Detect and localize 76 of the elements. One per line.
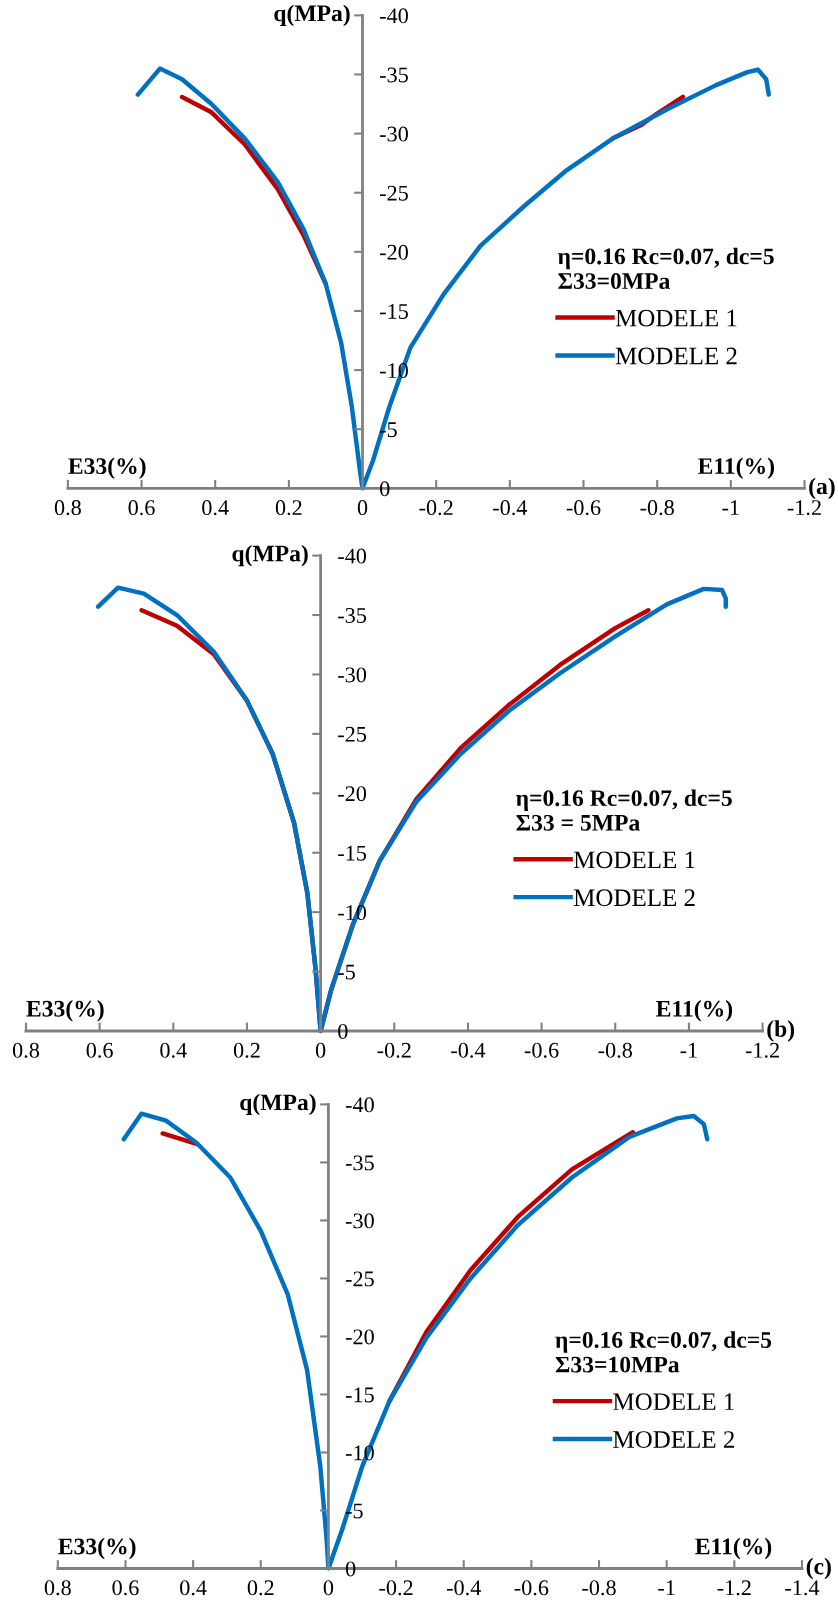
y-tick-label: -35 (380, 67, 408, 83)
legend-label: MODELE 1 (573, 851, 695, 869)
legend-label: MODELE 1 (613, 1393, 734, 1411)
x-tick-label: -1.4 (785, 1580, 820, 1596)
x-tick-label: -0.2 (377, 1042, 411, 1058)
x-tick-label: -0.6 (524, 1042, 559, 1058)
y-tick-label: -15 (380, 304, 408, 319)
x-tick-label: 0.2 (233, 1042, 260, 1058)
y-tick-label: -35 (345, 1155, 374, 1171)
legend-label: MODELE 2 (573, 889, 695, 907)
x-tick-label: 0.6 (86, 1042, 113, 1058)
x-axis-title: E11(%) (698, 457, 774, 479)
x-tick-label: -0.4 (493, 500, 528, 516)
x-axis-title: E11(%) (656, 1000, 733, 1022)
x-tick-label: 0.2 (275, 500, 302, 516)
x-tick-label: -1.2 (745, 1042, 779, 1058)
x-tick-label: -1 (658, 1580, 675, 1596)
text: (c) (806, 1557, 831, 1580)
y-axis-title: q(MPa) (240, 1093, 316, 1116)
annotation: E33(%) (58, 1537, 136, 1560)
x-tick-label: 0.4 (160, 1042, 187, 1058)
y-tick-label: 0 (338, 1023, 348, 1039)
y-tick-label: -15 (338, 845, 367, 861)
x-tick-label: -0.4 (446, 1580, 481, 1596)
x-tick-label: -0.4 (451, 1042, 486, 1058)
y-tick-label: -30 (338, 667, 367, 683)
x-tick-label: -1 (722, 500, 739, 515)
x-tick-label: -0.2 (379, 1580, 413, 1596)
legend-title: η=0.16 Rc=0.07, dc=5 Σ33 = 5MPa (516, 789, 732, 831)
annotation: E33(%) (68, 457, 146, 479)
y-tick-label: -35 (338, 608, 367, 623)
y-axis-title: q(MPa) (232, 544, 308, 567)
x-tick-label: -0.8 (582, 1580, 616, 1596)
x-tick-label: 0 (323, 1580, 334, 1596)
y-tick-label: -5 (338, 964, 355, 980)
y-tick-label: -25 (345, 1271, 374, 1287)
legend-title: η=0.16 Rc=0.07, dc=5 Σ33=0MPa (557, 247, 774, 290)
legend-label: MODELE 2 (613, 1431, 734, 1448)
x-tick-label: 0.8 (54, 500, 81, 516)
y-tick-label: -20 (380, 244, 408, 260)
legend-label: MODELE 1 (615, 309, 737, 327)
x-tick-label: 0.6 (112, 1580, 139, 1596)
x-tick-label: 0 (315, 1042, 326, 1058)
x-tick-label: 0.4 (202, 500, 229, 516)
y-tick-label: -25 (338, 726, 367, 742)
y-tick-label: -40 (338, 548, 367, 564)
y-tick-label: -20 (338, 786, 367, 802)
y-tick-label: -30 (380, 126, 408, 142)
y-tick-label: -15 (345, 1387, 374, 1403)
y-tick-label: -40 (345, 1097, 374, 1113)
y-tick-label: -20 (345, 1329, 374, 1345)
x-tick-label: 0.8 (12, 1042, 40, 1058)
x-axis-title: E11(%) (695, 1537, 772, 1560)
text: (b) (767, 1020, 795, 1042)
y-axis-title: q(MPa) (274, 4, 350, 27)
y-tick-label: -30 (345, 1213, 374, 1229)
x-tick-label: -1.2 (787, 500, 821, 516)
annotation: E33(%) (26, 1000, 104, 1022)
x-tick-label: -0.2 (419, 500, 453, 516)
x-tick-label: 0.2 (247, 1580, 274, 1596)
x-tick-label: -0.8 (640, 500, 674, 516)
y-tick-label: 0 (380, 481, 390, 497)
x-tick-label: -1 (680, 1042, 697, 1058)
y-tick-label: -40 (380, 8, 408, 24)
x-tick-label: 0.8 (44, 1580, 71, 1596)
legend-title: η=0.16 Rc=0.07, dc=5 Σ33=10MPa (555, 1331, 772, 1373)
x-tick-label: -0.6 (514, 1580, 549, 1596)
x-tick-label: -0.8 (598, 1042, 632, 1058)
y-tick-label: 0 (345, 1561, 356, 1577)
x-tick-label: -1.2 (717, 1580, 751, 1596)
x-tick-label: -0.6 (566, 500, 601, 516)
x-tick-label: 0.4 (180, 1580, 207, 1596)
text: (a) (809, 477, 835, 500)
legend-label: MODELE 2 (615, 347, 737, 365)
x-tick-label: 0.6 (128, 500, 155, 516)
y-tick-label: -25 (380, 185, 408, 201)
